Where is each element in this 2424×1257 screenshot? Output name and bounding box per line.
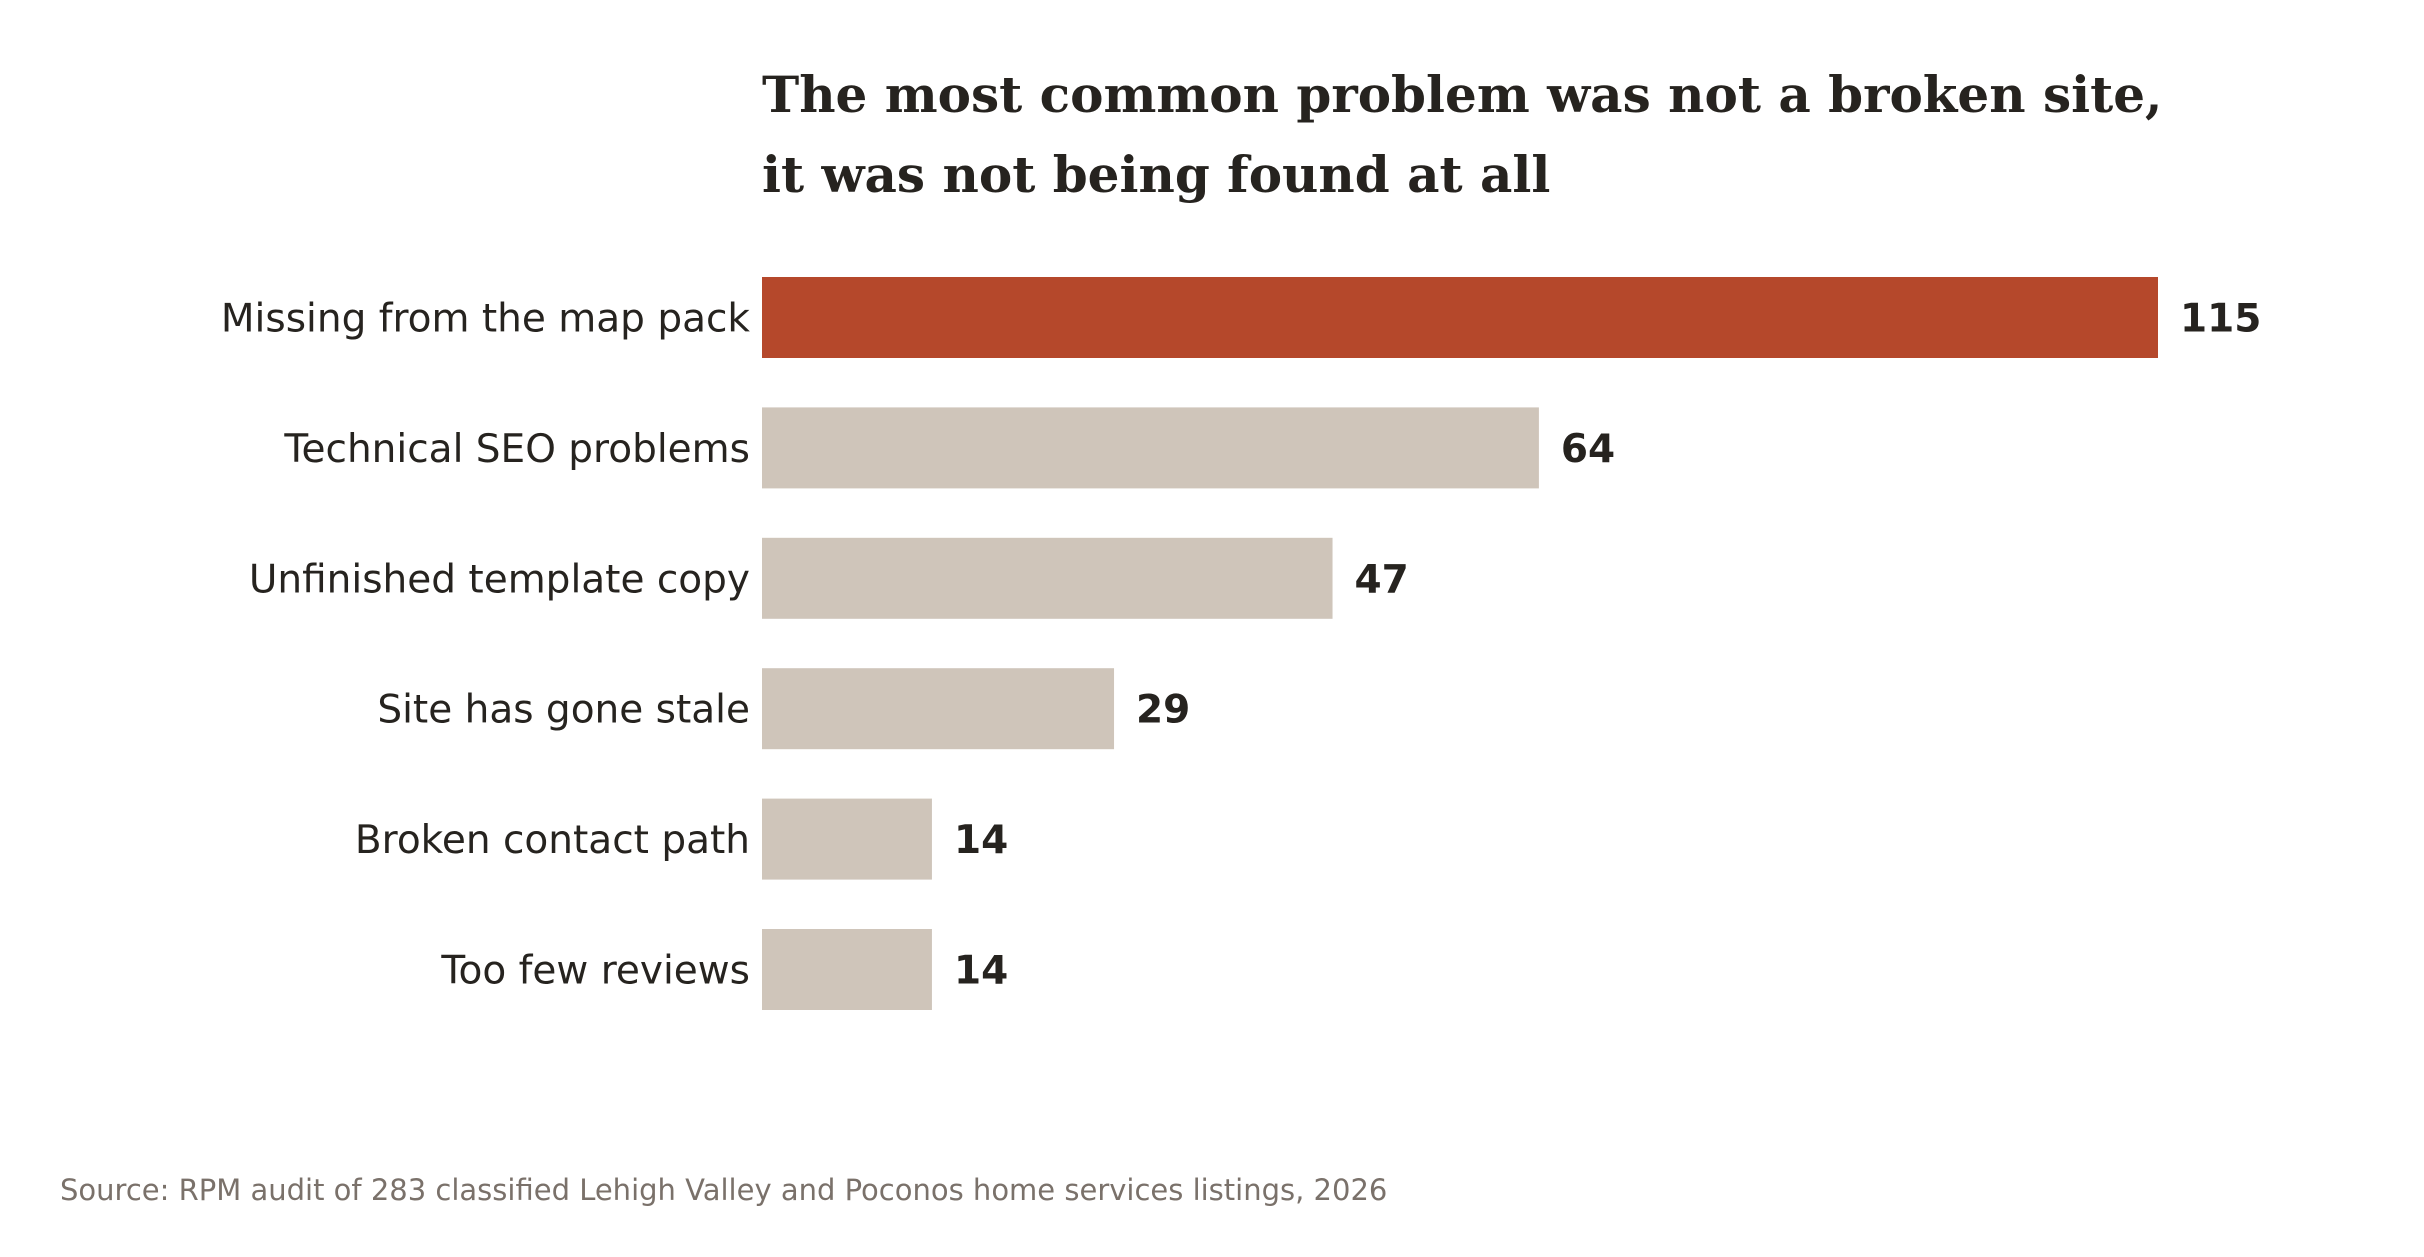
source-note: Source: RPM audit of 283 classified Lehi… bbox=[60, 1173, 1387, 1207]
category-label-unfinished-template-copy: Unfinished template copy bbox=[249, 557, 750, 602]
bar-missing-from-the-map-pack bbox=[762, 277, 2158, 358]
bar-unfinished-template-copy bbox=[762, 537, 1333, 619]
category-label-site-has-gone-stale: Site has gone stale bbox=[377, 688, 750, 733]
value-label-missing-from-the-map-pack: 115 bbox=[2180, 297, 2261, 342]
bar-too-few-reviews bbox=[762, 929, 932, 1010]
bar-technical-seo-problems bbox=[762, 407, 1539, 489]
value-label-unfinished-template-copy: 47 bbox=[1355, 557, 1409, 602]
value-label-site-has-gone-stale: 29 bbox=[1136, 688, 1190, 733]
bar-site-has-gone-stale bbox=[762, 668, 1115, 750]
value-label-technical-seo-problems: 64 bbox=[1561, 427, 1615, 472]
value-label-broken-contact-path: 14 bbox=[954, 818, 1008, 863]
bar-broken-contact-path bbox=[762, 798, 932, 880]
value-label-too-few-reviews: 14 bbox=[954, 949, 1008, 994]
category-label-broken-contact-path: Broken contact path bbox=[355, 818, 750, 863]
bars-group: Missing from the map pack 115 Technical SE… bbox=[221, 277, 2261, 1010]
category-label-technical-seo-problems: Technical SEO problems bbox=[283, 427, 750, 472]
category-label-too-few-reviews: Too few reviews bbox=[440, 949, 750, 994]
category-label-missing-from-the-map-pack: Missing from the map pack bbox=[221, 297, 751, 342]
chart-title-line-1: The most common problem was not a broken… bbox=[762, 65, 2162, 124]
chart-title-line-2: it was not being found at all bbox=[762, 145, 1550, 204]
